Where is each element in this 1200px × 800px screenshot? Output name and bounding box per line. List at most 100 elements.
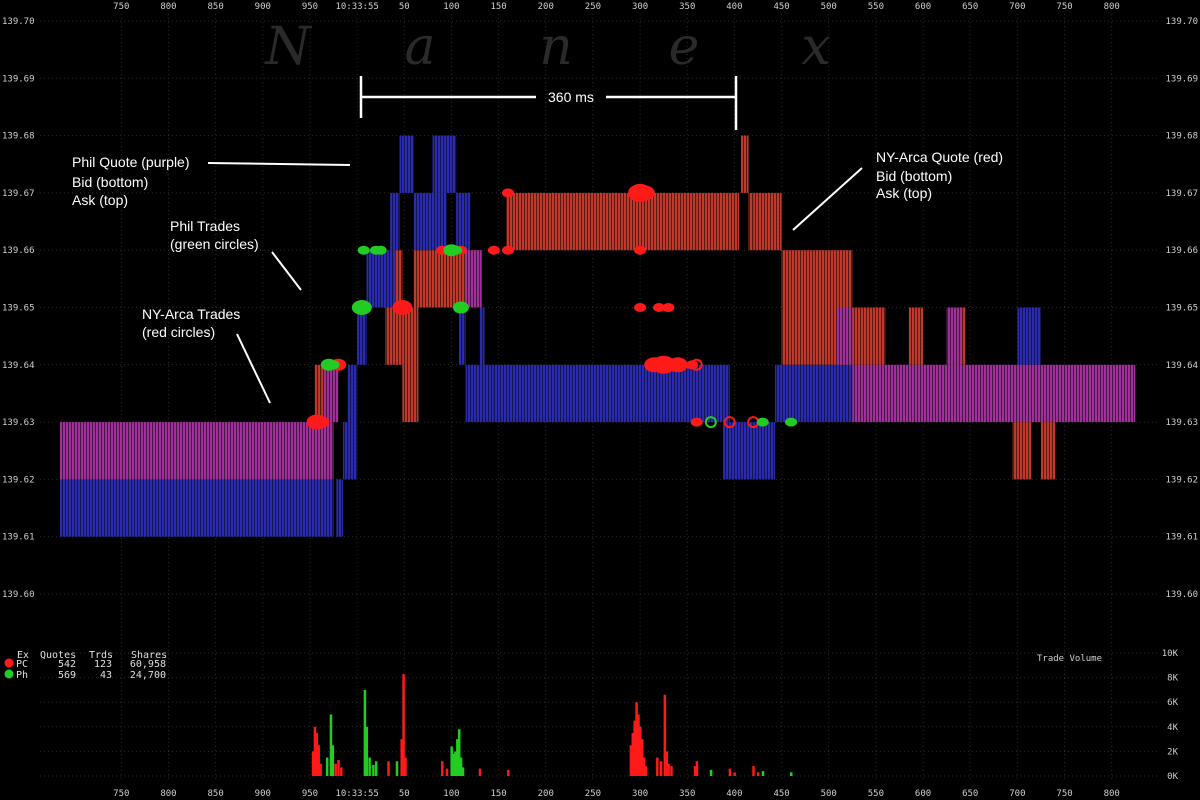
phil-quote-bar <box>390 192 400 251</box>
volume-bar <box>639 726 642 776</box>
stats-pc-trds: 123 <box>94 659 112 670</box>
volume-bar <box>457 729 461 776</box>
x-tick-label-bottom: 550 <box>868 789 884 799</box>
volume-bar <box>445 768 449 776</box>
price-tick-label-right: 139.70 <box>1165 17 1198 27</box>
nyarca-quote-label: NY-Arca Quote (red) <box>876 149 1003 165</box>
nyarca-trade-point <box>690 417 703 427</box>
phil-quote-bar <box>819 364 853 423</box>
price-tick-label-right: 139.64 <box>1165 361 1198 371</box>
volume-bar <box>368 757 371 776</box>
nyarca-quote-pointer <box>792 167 863 231</box>
volume-bar <box>372 764 375 776</box>
x-tick-label-bottom: 50 <box>399 789 410 799</box>
phil-quote-bar <box>456 192 471 251</box>
x-tick-label-top: 650 <box>962 2 978 12</box>
x-tick-label-bottom: 600 <box>915 789 931 799</box>
x-tick-label-top: 350 <box>679 2 695 12</box>
volume-bar <box>637 714 640 776</box>
price-tick-label-right: 139.62 <box>1165 475 1198 485</box>
volume-tick-label: 6K <box>1167 698 1178 708</box>
phil-quote-bar <box>458 307 466 365</box>
nyarca-trade-point-hollow <box>723 416 736 429</box>
phil-quote-bar <box>413 192 447 251</box>
phil-quote-bar <box>493 364 730 423</box>
nyarca-quote-bar <box>402 307 419 423</box>
x-tick-label-bottom: 700 <box>1009 789 1025 799</box>
nyarca-quote-bar <box>753 192 782 251</box>
x-tick-label-bottom: 800 <box>160 789 176 799</box>
phil-quote-bar <box>774 364 820 423</box>
volume-bar <box>695 761 699 776</box>
span-annotation <box>359 76 738 130</box>
x-tick-label-bottom: 400 <box>726 789 742 799</box>
nyarca-trade-point <box>502 188 515 198</box>
volume-bar <box>340 767 343 776</box>
volume-bar <box>631 732 635 776</box>
price-tick-label-left: 139.70 <box>2 17 35 27</box>
overlap-quote-bar <box>836 307 853 365</box>
phil-trade-point <box>450 245 463 255</box>
nyarca-trade-point <box>651 355 676 374</box>
phil-trades-pointer <box>271 251 302 291</box>
volume-bar <box>728 768 732 776</box>
nyarca-trade-point <box>667 357 688 373</box>
x-tick-label-bottom: 450 <box>773 789 789 799</box>
x-tick-label-bottom: 900 <box>255 789 271 799</box>
nyarca-quote-ask-label: Ask (top) <box>876 185 932 201</box>
price-tick-label-right: 139.63 <box>1165 418 1198 428</box>
phil-trade-point-hollow <box>704 416 717 429</box>
phil-trade-point <box>327 360 340 370</box>
volume-bar <box>315 732 319 776</box>
price-tick-label-right: 139.65 <box>1165 304 1198 314</box>
price-tick-label-left: 139.61 <box>2 533 35 543</box>
x-tick-label-top: 150 <box>490 2 506 12</box>
stats-ph-shares: 24,700 <box>130 670 166 681</box>
span-label: 360 ms <box>548 89 594 105</box>
x-tick-label-bottom: 800 <box>1104 789 1120 799</box>
watermark-letter: e <box>669 17 700 77</box>
overlap-quote-bar <box>60 422 334 480</box>
x-tick-label-top: 50 <box>399 2 410 12</box>
x-tick-label-top: 10:33:55 <box>335 2 378 12</box>
price-tick-label-left: 139.62 <box>2 475 35 485</box>
nyarca-trade-point <box>502 245 515 255</box>
x-tick-label-bottom: 150 <box>490 789 506 799</box>
phil-trade-point <box>374 245 387 255</box>
overlap-quote-bar <box>324 364 339 423</box>
price-tick-label-right: 139.67 <box>1165 189 1198 199</box>
price-tick-label-right: 139.69 <box>1165 74 1198 84</box>
volume-bar <box>693 766 697 776</box>
stats-header-ex: Ex <box>17 650 29 661</box>
watermark-letter: N <box>263 17 312 77</box>
x-tick-label-bottom: 750 <box>113 789 129 799</box>
x-tick-label-top: 400 <box>726 2 742 12</box>
nyarca-trade-point <box>634 245 647 255</box>
nyarca-trade-point <box>313 416 330 429</box>
volume-bar <box>454 751 457 776</box>
price-tick-label-left: 139.60 <box>2 590 35 600</box>
phil-trade-point <box>756 417 769 427</box>
volume-tick-label: 8K <box>1167 674 1178 684</box>
price-tick-label-left: 139.68 <box>2 132 35 142</box>
volume-bar <box>461 767 465 776</box>
stats-ph-trds: 43 <box>100 670 112 681</box>
volume-bar <box>670 766 673 776</box>
phil-trades-sub-label: (green circles) <box>170 236 259 252</box>
stats-pc-shares: 60,958 <box>130 659 166 670</box>
price-tick-label-left: 139.67 <box>2 189 35 199</box>
nyarca-trade-point <box>652 303 665 312</box>
watermark-letter: n <box>539 17 573 77</box>
stats-pc-ex: PC <box>16 659 28 670</box>
price-tick-label-right: 139.68 <box>1165 132 1198 142</box>
x-tick-label-bottom: 350 <box>679 789 695 799</box>
x-tick-label-bottom: 100 <box>443 789 459 799</box>
volume-bar <box>402 673 405 776</box>
volume-bar <box>400 739 403 776</box>
stats-header-trds: Trds <box>89 650 113 661</box>
phil-quote-bar <box>366 250 395 308</box>
volume-bar <box>459 757 463 776</box>
nyarca-quote-bar <box>741 135 749 193</box>
x-tick-label-top: 550 <box>868 2 884 12</box>
volume-bar <box>665 751 668 776</box>
